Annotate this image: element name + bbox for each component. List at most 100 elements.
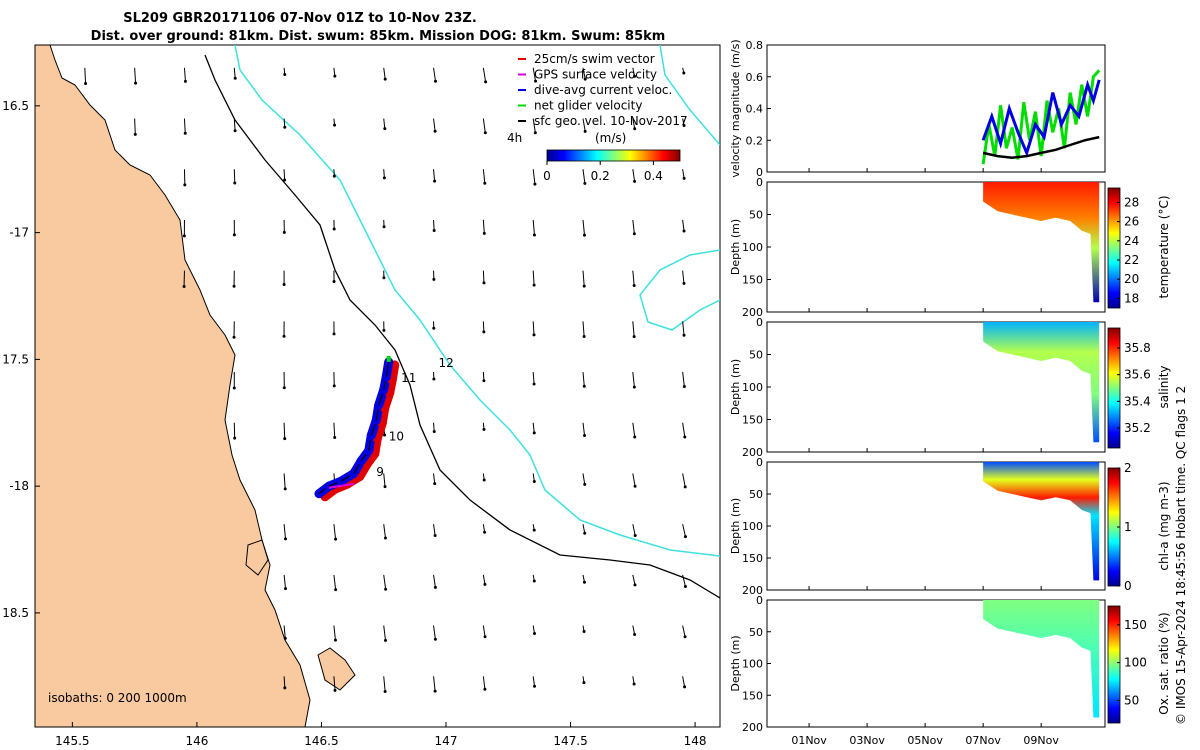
velocity-arrow-head (683, 585, 687, 589)
y-tick-label: 200 (742, 306, 763, 319)
colorbar-tick-label: 0.2 (591, 169, 610, 183)
velocity-arrow (682, 371, 685, 387)
velocity-arrow-head (432, 377, 436, 381)
velocity-arrow-head (333, 435, 337, 439)
map-title-line1: SL209 GBR20171106 07-Nov 01Z to 10-Nov 2… (123, 11, 477, 26)
velocity-arrow-head (532, 528, 536, 532)
velocity-arrow-head (283, 125, 287, 129)
map-x-tick-label: 148 (684, 734, 707, 748)
surface-velocity-arrows (84, 67, 687, 694)
legend-entry: sfc geo. vel. 10-Nov-2017 (534, 114, 688, 128)
velocity-arrow-head (682, 71, 686, 75)
velocity-arrow-head (583, 181, 587, 185)
legend-entry: net glider velocity (534, 99, 642, 113)
velocity-arrow-head (382, 225, 386, 229)
y-tick-label: 100 (742, 520, 763, 533)
legend-entry: GPS surface velocity (534, 68, 657, 82)
velocity-arrow-head (433, 179, 437, 183)
velocity-colorbar (546, 149, 681, 162)
y-tick-label: 100 (742, 658, 763, 671)
velocity-arrow-head (533, 684, 537, 688)
velocity-arrow (433, 219, 435, 231)
velocity-arrow (283, 524, 287, 539)
y-tick-label: 50 (749, 488, 763, 501)
velocity-arrow (582, 219, 585, 236)
velocity-arrow-head (633, 127, 637, 131)
salinity-colorbar-tick-label: 35.2 (1124, 421, 1151, 435)
chl-a-colorbar-tick-label: 0 (1124, 579, 1132, 593)
velocity-arrow-head (483, 530, 487, 534)
velocity-arrow-head (532, 382, 536, 386)
velocity-arrow (383, 676, 386, 692)
velocity-arrow-head (183, 79, 187, 83)
velocity-arrow (333, 625, 336, 641)
velocity-arrow-head (433, 689, 437, 693)
track-day-label: 9 (376, 465, 384, 479)
velocity-arrow (682, 676, 686, 687)
map-y-tick-label: 18.5 (2, 606, 29, 620)
velocity-arrow-head (433, 79, 437, 83)
temperature-colorbar-tick-label: 22 (1124, 253, 1139, 267)
velocity-arrow (582, 321, 585, 337)
velocity-arrow-head (482, 478, 486, 482)
velocity-arrow (283, 574, 287, 589)
map-y-tick-label: -18 (9, 479, 29, 493)
velocity-arrow-head (682, 333, 686, 337)
velocity-arrow-head (233, 181, 237, 185)
velocity-arrow-head (283, 487, 287, 491)
velocity-arrow-head (633, 632, 637, 636)
map-x-tick-label: 147 (435, 734, 458, 748)
velocity-arrow-head (384, 587, 388, 591)
map-x-tick-label: 145.5 (55, 734, 89, 748)
velocity-arrow-head (283, 437, 287, 441)
temperature-colorbar-tick-label: 24 (1124, 234, 1139, 248)
velocity-arrow (183, 118, 186, 134)
x-tick-label: 03Nov (849, 734, 885, 747)
map-x-tick-label: 146 (185, 734, 208, 748)
velocity-arrow (383, 625, 387, 641)
velocity-arrow (582, 270, 585, 287)
velocity-arrow-head (284, 587, 288, 591)
x-tick-label: 09Nov (1023, 734, 1059, 747)
velocity-arrow-head (383, 690, 387, 694)
velocity-y-tick-label: 0.8 (746, 39, 764, 52)
chl-a-colorbar-label: chl-a (mg m-3) (1157, 481, 1171, 570)
oxygen-colorbar-label: Ox. sat. ratio (%) (1157, 612, 1171, 714)
velocity-arrow (582, 372, 585, 387)
velocity-arrow (383, 574, 387, 590)
chl-a-colorbar-tick-label: 2 (1124, 461, 1132, 475)
velocity-arrow-head (532, 579, 536, 583)
velocity-arrow-head (582, 681, 586, 685)
velocity-arrow-head (334, 588, 338, 592)
velocity-arrow (582, 67, 586, 80)
velocity-arrow-head (683, 485, 687, 489)
velocity-arrow-head (432, 326, 436, 330)
velocity-arrow-head (332, 332, 336, 336)
map-panel: 145.5 146 146.5 147 147.5 148 16.5 -17 17.5 -18 18… (2, 44, 721, 748)
velocity-colorbar-ticks: 0 0.2 0.4 (543, 161, 663, 183)
y-tick-label: 150 (742, 689, 763, 702)
y-tick-label: 0 (756, 594, 763, 607)
velocity-arrow-head (582, 233, 586, 237)
velocity-arrow (482, 625, 486, 637)
velocity-arrow (482, 574, 486, 585)
map-title-line2: Dist. over ground: 81km. Dist. swum: 85k… (91, 29, 666, 44)
velocity-arrow-head (232, 335, 236, 339)
velocity-arrow (383, 118, 386, 129)
velocity-arrow-head (284, 537, 288, 541)
velocity-arrow-head (182, 234, 186, 238)
velocity-arrow (582, 118, 586, 132)
velocity-arrow-head (332, 174, 336, 178)
track-day-label: 11 (401, 371, 416, 385)
velocity-series-line (982, 135, 1100, 159)
y-tick-label: 0 (756, 176, 763, 189)
velocity-arrow-head (332, 280, 336, 284)
map-y-tick-label: -17 (9, 226, 29, 240)
velocity-arrow-head (84, 82, 88, 86)
legend-entry: dive-avg current veloc. (534, 83, 672, 97)
velocity-arrow (383, 67, 386, 80)
velocity-arrow-head (532, 283, 536, 287)
oxygen-profile-field (983, 600, 1100, 718)
velocity-arrow-head (683, 535, 687, 539)
velocity-arrow (482, 219, 485, 234)
